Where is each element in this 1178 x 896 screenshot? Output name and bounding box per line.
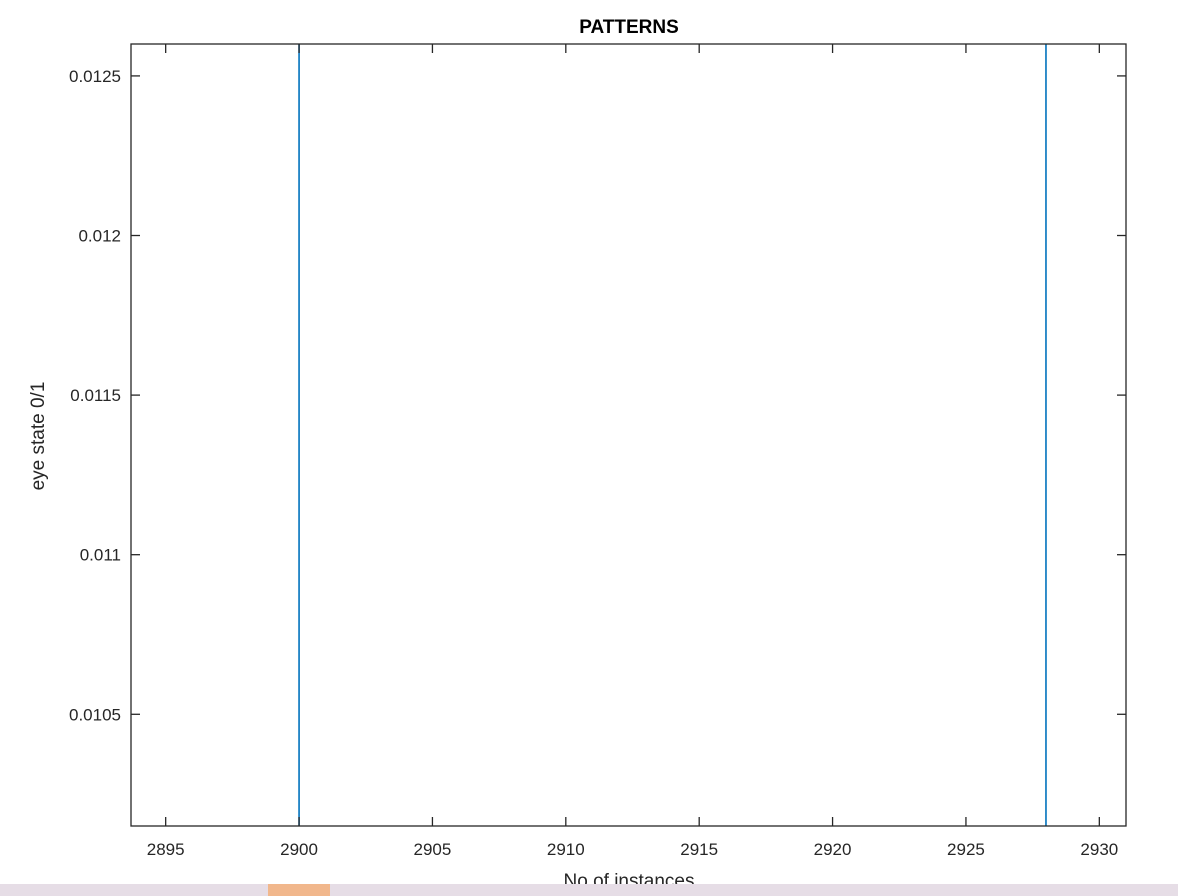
y-tick-label: 0.011 xyxy=(80,546,121,565)
y-tick-label: 0.0125 xyxy=(69,67,121,86)
x-tick-label: 2895 xyxy=(147,840,185,859)
axes-layer: 2895 2900 2905 2910 2915 2920 2925 2930 0.0105 0.… xyxy=(69,43,1127,859)
bottom-strip-accent xyxy=(268,884,330,896)
y-axis-label: eye state 0/1 xyxy=(28,382,49,491)
x-tick-label: 2930 xyxy=(1080,840,1118,859)
y-tick-label: 0.012 xyxy=(78,227,121,246)
x-tick-label: 2920 xyxy=(814,840,852,859)
y-tick-label: 0.0105 xyxy=(69,705,121,724)
x-tick-label: 2910 xyxy=(547,840,585,859)
y-tick-label: 0.0115 xyxy=(70,386,121,405)
x-tick-label: 2915 xyxy=(680,840,718,859)
x-tick-label: 2905 xyxy=(414,840,452,859)
x-tick-label: 2900 xyxy=(280,840,318,859)
plot-area-frame xyxy=(130,43,1127,827)
chart-title: PATTERNS xyxy=(579,17,679,38)
bottom-strip xyxy=(0,884,1178,896)
plot-data-layer xyxy=(298,44,1047,826)
x-tick-label: 2925 xyxy=(947,840,985,859)
